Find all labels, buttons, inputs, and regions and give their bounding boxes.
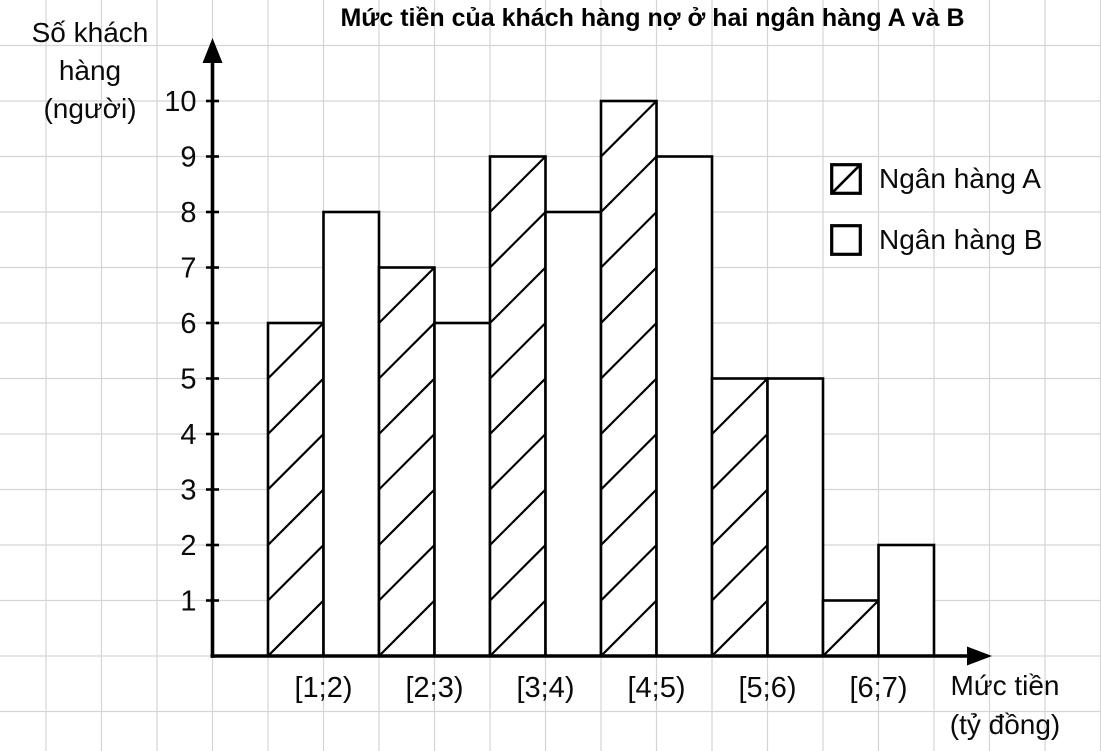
y-axis-label-line2: (người): [43, 93, 137, 124]
hatch-line: [600, 211, 658, 269]
bar-bank-b-[3;4): [544, 210, 603, 658]
hatch-line: [267, 544, 325, 602]
hatch-line: [600, 377, 658, 435]
x-axis-label-line2: (tỷ đồng): [949, 709, 1061, 740]
hatch-line: [600, 433, 658, 491]
x-category-label: [6;7): [849, 672, 907, 704]
y-axis-label-line1: Số khách hàng: [31, 17, 149, 86]
hatch-line: [378, 322, 436, 380]
hatched-square-icon: [830, 163, 862, 195]
hatch-line: [378, 544, 436, 602]
hatch-line: [489, 322, 547, 380]
hatch-line: [489, 155, 547, 213]
x-category-label: [3;4): [516, 672, 574, 704]
bar-bank-b-[2;3): [433, 321, 492, 658]
x-axis-label: Mức tiền (tỷ đồng): [925, 666, 1085, 744]
hatch-line: [378, 433, 436, 491]
legend-label-bank-a: Ngân hàng A: [879, 163, 1041, 194]
hatch-line: [378, 266, 436, 324]
hatch-line: [600, 266, 658, 324]
hatch-line: [489, 211, 547, 269]
x-category-label: [2;3): [405, 672, 463, 704]
bar-bank-b-[4;5): [655, 155, 714, 658]
y-tick-label: 8: [180, 197, 196, 229]
hatch-line: [267, 433, 325, 491]
y-tick-label: 1: [180, 586, 196, 618]
hatch-line: [489, 544, 547, 602]
legend-label-bank-b: Ngân hàng B: [879, 224, 1043, 255]
x-category-label: [4;5): [627, 672, 685, 704]
hatch-line: [489, 433, 547, 491]
hatch-line: [489, 599, 547, 657]
y-tick-label: 7: [180, 253, 196, 285]
x-axis-label-line1: Mức tiền: [950, 670, 1060, 701]
hatch-line: [600, 599, 658, 657]
chart-title: Mức tiền của khách hàng nợ ở hai ngân hà…: [340, 4, 965, 32]
hatch-line: [378, 377, 436, 435]
hatch-line: [600, 488, 658, 546]
hatch-line: [600, 322, 658, 380]
hatch-line: [267, 488, 325, 546]
bar-bank-b-[1;2): [322, 210, 381, 658]
hatch-line: [600, 544, 658, 602]
hatch-line: [378, 599, 436, 657]
y-tick-label: 6: [180, 308, 196, 340]
x-category-label: [1;2): [294, 672, 352, 704]
bar-bank-b-[6;7): [877, 543, 936, 658]
y-tick-label: 10: [164, 86, 196, 118]
y-tick-label: 5: [180, 364, 196, 396]
x-axis-arrow-icon: [967, 646, 992, 666]
hatch-line: [267, 377, 325, 435]
hatch-line: [489, 266, 547, 324]
hatch-line: [600, 155, 658, 213]
hatch-line: [711, 544, 769, 602]
y-axis-arrow-icon: [202, 38, 223, 63]
hatch-line: [711, 433, 769, 491]
y-tick-label: 3: [180, 475, 196, 507]
x-category-label: [5;6): [738, 672, 796, 704]
hatch-line: [489, 377, 547, 435]
legend: Ngân hàng A Ngân hàng B: [830, 163, 1042, 256]
bar-bank-a-[1;2): [266, 321, 325, 658]
hatch-line: [711, 377, 769, 435]
y-tick-label: 9: [180, 142, 196, 174]
plain-square-icon: [830, 224, 862, 256]
legend-item-bank-b: Ngân hàng B: [830, 224, 1042, 256]
hatch-line: [711, 488, 769, 546]
y-axis-label: Số khách hàng (người): [0, 14, 180, 128]
y-tick-label: 2: [180, 530, 196, 562]
hatch-line: [267, 322, 325, 380]
hatch-line: [600, 100, 658, 158]
hatch-line: [822, 599, 880, 657]
hatch-line: [378, 488, 436, 546]
legend-item-bank-a: Ngân hàng A: [830, 163, 1042, 195]
bar-bank-b-[5;6): [766, 377, 825, 658]
hatch-line: [711, 599, 769, 657]
y-tick-label: 4: [180, 419, 196, 451]
hatch-line: [267, 599, 325, 657]
hatch-line: [489, 488, 547, 546]
